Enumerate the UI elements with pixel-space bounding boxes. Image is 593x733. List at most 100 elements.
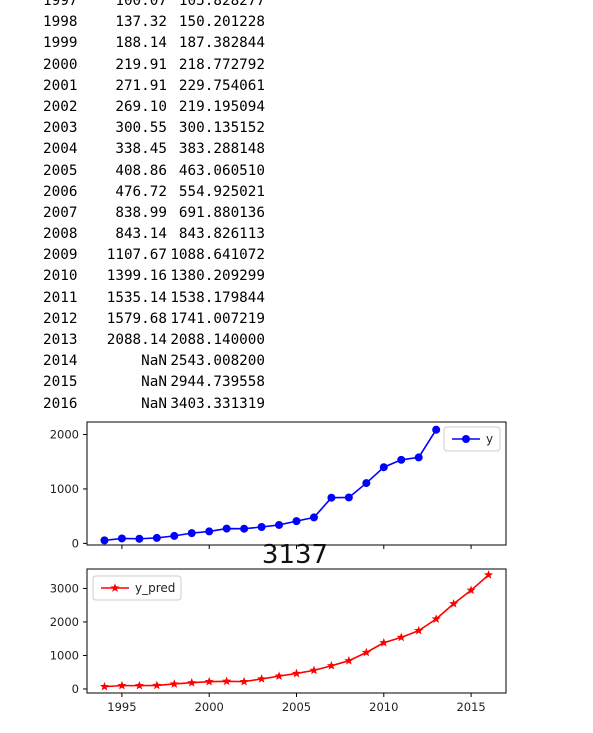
y-cell: 338.45: [115, 141, 167, 158]
y-pred-cell: 105.828277: [178, 0, 265, 9]
y-cell: 1579.68: [106, 310, 167, 327]
table-row: 2002 269.10 219.195094: [43, 97, 265, 118]
table-row: 2007 838.99 691.880136: [43, 203, 265, 224]
data-point: [291, 668, 302, 678]
year-cell: 2001: [43, 77, 78, 94]
table-row: 2009 1107.67 1088.641072: [43, 245, 265, 266]
data-point: [414, 625, 424, 635]
y-cell: 838.99: [115, 204, 167, 221]
table-row: 2012 1579.68 1741.007219: [43, 309, 265, 330]
data-point: [483, 570, 494, 579]
data-point: [309, 513, 318, 522]
y-pred-cell: 1380.209299: [170, 268, 265, 285]
year-cell: 2003: [43, 120, 78, 137]
data-point: [205, 527, 214, 536]
data-point: [204, 676, 214, 686]
y-tick-label: 0: [72, 536, 79, 550]
year-cell: 2013: [43, 332, 78, 348]
data-point: [379, 637, 389, 647]
year-cell: 2005: [43, 162, 78, 179]
y-tick-label: 1000: [50, 482, 79, 496]
y-pred-cell: 383.288148: [178, 141, 265, 158]
data-point: [431, 614, 441, 623]
year-cell: 2014: [43, 353, 78, 370]
y-pred-cell: 229.754061: [178, 77, 265, 94]
table-row: 2011 1535.14 1538.179844: [43, 288, 265, 309]
y-pred-cell: 2088.140000: [170, 332, 265, 348]
overlay-title: 3137: [262, 540, 328, 570]
y-pred-cell: 2944.739558: [170, 374, 265, 391]
dataframe-output: 1997 100.07 105.828277 1998 137.32 150.201228…: [43, 0, 265, 415]
y-pred-cell: 691.880136: [178, 204, 265, 221]
data-point: [152, 533, 161, 542]
table-row: 2016 NaN 3403.331319: [43, 394, 265, 415]
table-row: 2000 219.91 218.772792: [43, 55, 265, 76]
x-tick-label: 2000: [195, 700, 224, 714]
year-cell: 1997: [43, 0, 78, 9]
year-cell: 2004: [43, 141, 78, 158]
y-cell: 1399.16: [106, 268, 167, 285]
data-point: [170, 531, 179, 540]
year-cell: 2006: [43, 183, 78, 200]
y-cell: 1107.67: [106, 247, 167, 264]
table-row: 2014 NaN 2543.008200: [43, 351, 265, 372]
legend-label: y: [486, 432, 493, 446]
table-row: 2001 271.91 229.754061: [43, 76, 265, 97]
data-point: [396, 632, 406, 642]
y-cell: 843.14: [115, 226, 167, 243]
legend-marker: [462, 435, 470, 443]
y-tick-label: 2000: [50, 615, 79, 629]
data-point: [222, 676, 232, 686]
y-cell: 300.55: [115, 120, 167, 137]
y-pred-cell: 463.060510: [178, 162, 265, 179]
table-row: 1998 137.32 150.201228: [43, 12, 265, 33]
y-tick-label: 1000: [50, 648, 79, 662]
year-cell: 2011: [43, 289, 78, 306]
y-pred-cell: 554.925021: [178, 183, 265, 200]
data-point: [152, 680, 162, 690]
legend-label: y_pred: [135, 581, 175, 595]
year-cell: 2009: [43, 247, 78, 264]
data-point: [292, 517, 301, 526]
data-point: [169, 679, 179, 688]
data-point: [222, 524, 231, 533]
y-pred-cell: 1088.641072: [170, 247, 265, 264]
table-row: 2008 843.14 843.826113: [43, 224, 265, 245]
data-point: [134, 680, 144, 690]
year-cell: 2007: [43, 204, 78, 221]
table-row: 1997 100.07 105.828277: [43, 0, 265, 12]
data-point: [257, 523, 266, 532]
y-tick-label: 0: [72, 682, 79, 696]
data-point: [344, 655, 354, 665]
y-pred-cell: 843.826113: [178, 226, 265, 243]
y-cell: 269.10: [115, 98, 167, 115]
legend-box: [92, 575, 182, 601]
y-cell: 219.91: [115, 56, 167, 73]
data-point: [100, 536, 109, 545]
data-point: [449, 598, 459, 608]
y-cell: 100.07: [115, 0, 167, 9]
y-cell: 188.14: [115, 35, 167, 52]
data-point: [362, 479, 371, 488]
year-cell: 2002: [43, 98, 78, 115]
x-tick-label: 1995: [107, 700, 136, 714]
y-cell: NaN: [141, 395, 167, 412]
data-point: [187, 677, 197, 687]
y-pred-cell: 219.195094: [178, 98, 265, 115]
data-point: [379, 463, 388, 472]
data-point: [344, 493, 353, 502]
year-cell: 2015: [43, 374, 78, 391]
data-point: [327, 493, 336, 502]
data-point: [466, 585, 476, 595]
y-pred-cell: 187.382844: [178, 35, 265, 52]
y-cell: 2088.14: [106, 332, 167, 348]
plot-frame: [86, 421, 507, 546]
y-cell: 1535.14: [106, 289, 167, 306]
y-tick-label: 2000: [50, 428, 79, 442]
year-cell: 2008: [43, 226, 78, 243]
data-point: [361, 647, 371, 657]
data-point: [187, 529, 196, 538]
y-cell: 476.72: [115, 183, 167, 200]
x-tick-label: 2005: [282, 700, 311, 714]
